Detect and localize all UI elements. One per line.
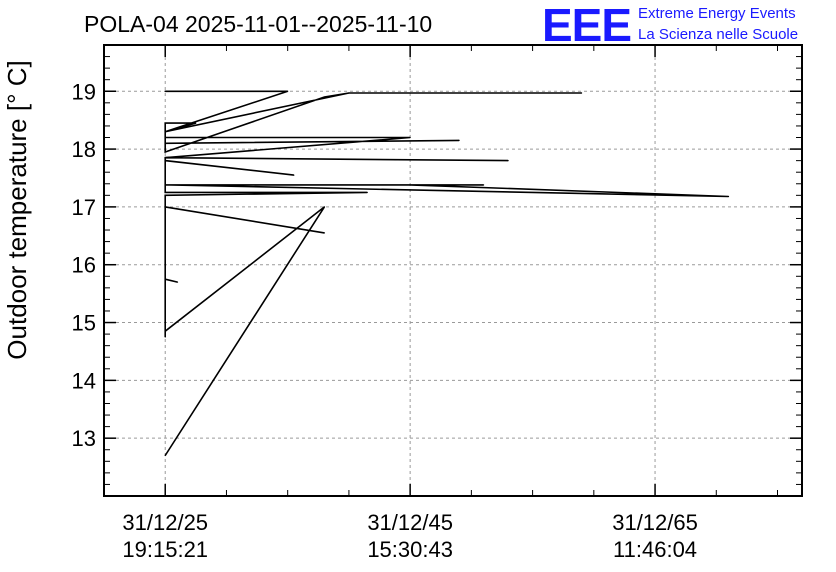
data-point bbox=[348, 92, 350, 94]
data-point bbox=[287, 90, 289, 92]
data-point bbox=[323, 232, 326, 234]
x-tick-date: 31/12/65 bbox=[612, 510, 698, 535]
y-tick-label: 16 bbox=[72, 253, 96, 278]
x-tick-date: 31/12/45 bbox=[367, 510, 453, 535]
data-point bbox=[164, 194, 166, 196]
data-point bbox=[164, 142, 166, 144]
grid-lines bbox=[104, 45, 802, 496]
data-point bbox=[458, 139, 460, 142]
y-tick-label: 19 bbox=[72, 79, 96, 104]
eee-logo-mark: EEE bbox=[542, 0, 631, 51]
data-point bbox=[164, 330, 166, 332]
data-layer bbox=[164, 90, 730, 457]
logo-line-2: La Scienza nelle Scuole bbox=[638, 26, 798, 43]
series-line bbox=[164, 90, 729, 456]
y-tick-label: 17 bbox=[72, 195, 96, 220]
data-point bbox=[164, 151, 166, 153]
data-point bbox=[164, 90, 166, 92]
data-point bbox=[195, 122, 197, 124]
data-point bbox=[164, 278, 166, 280]
data-point bbox=[164, 336, 166, 338]
data-point bbox=[409, 136, 411, 139]
plot-frame bbox=[103, 44, 803, 497]
x-tick-time: 19:15:21 bbox=[122, 537, 208, 562]
eee-logo: EEE Extreme Energy Events La Scienza nel… bbox=[542, 0, 798, 51]
data-point bbox=[507, 160, 509, 162]
data-point bbox=[164, 454, 166, 457]
data-point bbox=[409, 184, 411, 186]
data-point bbox=[176, 281, 179, 283]
chart-title: POLA-04 2025-11-01--2025-11-10 bbox=[84, 11, 432, 37]
y-tick-label: 18 bbox=[72, 137, 96, 162]
data-point bbox=[580, 92, 583, 94]
axis-ticks bbox=[103, 44, 802, 496]
x-tick-date: 31/12/25 bbox=[122, 510, 208, 535]
data-point bbox=[366, 191, 368, 194]
y-axis-label: Outdoor temperature [° C] bbox=[2, 60, 32, 359]
data-point bbox=[164, 160, 166, 162]
data-point bbox=[164, 122, 166, 124]
data-point bbox=[323, 206, 326, 208]
data-point bbox=[164, 191, 166, 194]
data-point bbox=[164, 157, 166, 159]
logo-line-1: Extreme Energy Events bbox=[638, 5, 796, 22]
data-point bbox=[164, 136, 166, 139]
x-tick-time: 15:30:43 bbox=[367, 537, 453, 562]
data-point bbox=[323, 96, 326, 98]
x-tick-time: 11:46:04 bbox=[613, 537, 697, 562]
data-point bbox=[293, 174, 295, 176]
data-point bbox=[164, 206, 166, 208]
y-tick-labels: 13 14 15 16 17 18 19 bbox=[72, 79, 96, 451]
data-point bbox=[727, 195, 730, 198]
data-point bbox=[483, 184, 485, 186]
y-tick-label: 13 bbox=[72, 426, 96, 451]
data-point bbox=[164, 131, 166, 133]
y-tick-label: 15 bbox=[72, 311, 96, 336]
data-point bbox=[164, 184, 166, 186]
y-tick-label: 14 bbox=[72, 368, 96, 393]
